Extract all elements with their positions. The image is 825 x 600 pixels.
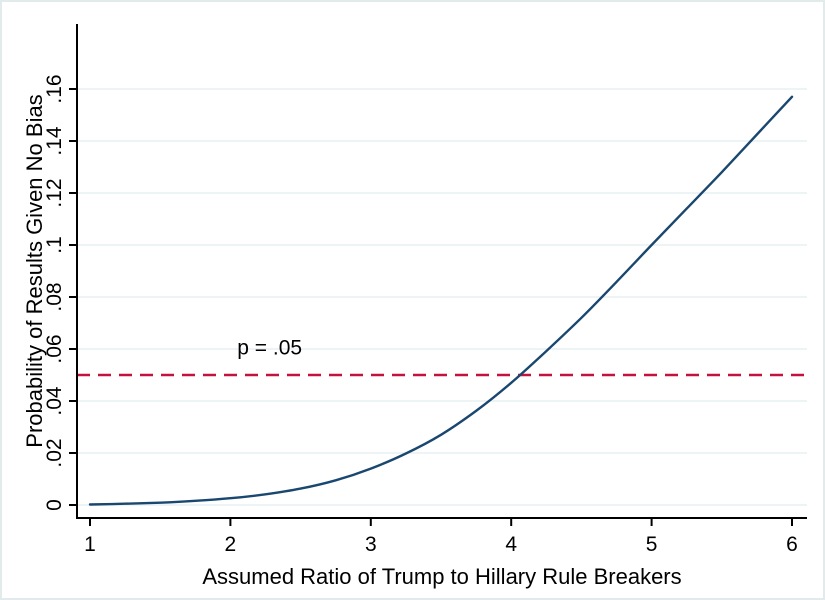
y-tick-label: .14 [43,126,66,156]
y-tick-label: .16 [43,74,66,103]
y-tick-label: .06 [43,334,66,363]
y-tick-label: .08 [43,282,66,311]
x-tick-label: 6 [786,533,798,556]
tick-label-layer: 0 .02 .04 .06 .08 .1 .12 .14 .16 1 2 3 4 5 6 [43,74,798,556]
data-series-layer [88,95,794,506]
x-tick-label: 5 [646,533,658,556]
x-tick-label: 1 [84,533,96,556]
gridline-layer [77,88,807,506]
axes-layer [69,24,807,526]
y-tick-label: .04 [43,386,66,416]
y-tick-label: .02 [43,438,66,467]
x-tick-label: 2 [225,533,237,556]
p-value-annotation: p = .05 [237,337,302,360]
probability-curve [88,95,794,506]
x-axis-title: Assumed Ratio of Trump to Hillary Rule B… [202,564,681,589]
y-tick-label: 0 [43,499,66,511]
x-tick-label: 3 [365,533,377,556]
x-tick-label: 4 [505,533,517,556]
y-tick-label: .12 [43,178,66,207]
y-axis-title: Probability of Results Given No Bias [22,94,47,447]
y-tick-label: .1 [43,236,66,254]
